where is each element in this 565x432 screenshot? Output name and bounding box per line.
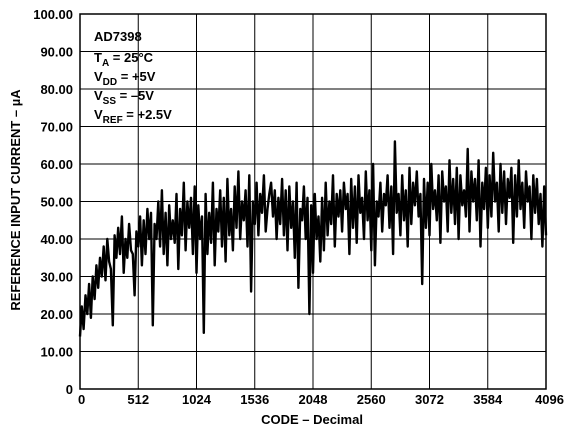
y-tick-label: 70.00: [40, 120, 73, 135]
y-tick-label: 40.00: [40, 232, 73, 247]
x-tick-label: 512: [127, 392, 149, 407]
plot-frame: [79, 13, 547, 390]
condition-vss: VSS = –5V: [94, 88, 154, 107]
x-tick-label: 2560: [357, 392, 386, 407]
y-axis-label: REFERENCE INPUT CURRENT – µA: [8, 89, 23, 311]
series-line: [78, 140, 548, 337]
x-tick-label: 3584: [473, 392, 503, 407]
condition-ta: TA = 25°C: [94, 50, 154, 69]
y-tick-label: 50.00: [40, 195, 73, 210]
x-axis-label: CODE – Decimal: [261, 412, 363, 427]
x-tick-label: 1024: [182, 392, 212, 407]
x-tick-label: 4096: [535, 392, 564, 407]
x-tick-label: 3072: [415, 392, 444, 407]
condition-vref: VREF = +2.5V: [94, 107, 172, 126]
conditions-annotation: AD7398 TA = 25°C VDD = +5V VSS = –5V VRE…: [94, 29, 172, 126]
y-tick-label: 0: [66, 382, 73, 397]
x-tick-label: 0: [78, 392, 85, 407]
y-tick-label: 80.00: [40, 82, 73, 97]
x-tick-label: 2048: [299, 392, 328, 407]
device-label: AD7398: [94, 29, 142, 44]
condition-vdd: VDD = +5V: [94, 69, 156, 88]
x-tick-labels: 0 512 1024 1536 2048 2560 3072 3584 4096: [78, 392, 564, 407]
x-tick-label: 1536: [240, 392, 269, 407]
y-tick-labels: 0 10.00 20.00 30.00 40.00 50.00 60.00 70.00 80.0…: [33, 7, 73, 397]
y-tick-label: 10.00: [40, 345, 73, 360]
y-tick-label: 90.00: [40, 45, 73, 60]
y-tick-label: 100.00: [33, 7, 73, 22]
y-tick-label: 30.00: [40, 270, 73, 285]
y-tick-label: 60.00: [40, 157, 73, 172]
y-tick-label: 20.00: [40, 307, 73, 322]
